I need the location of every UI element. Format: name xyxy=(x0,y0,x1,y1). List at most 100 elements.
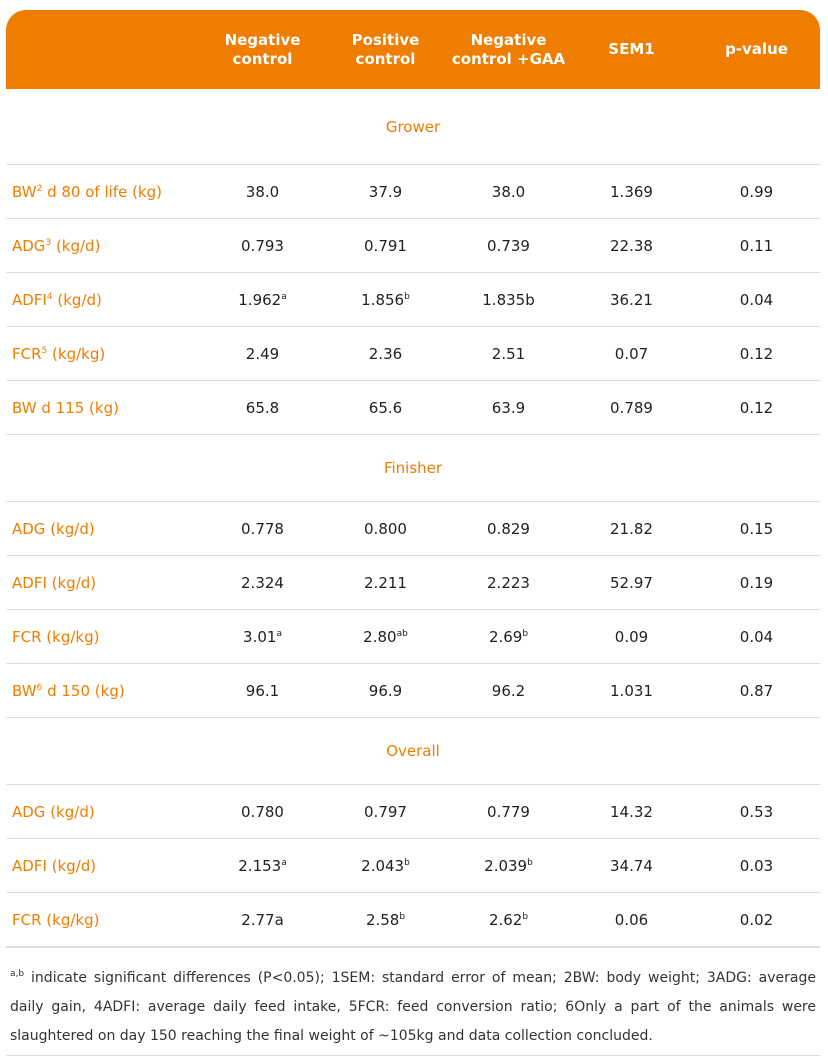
table-cell: 1.835b xyxy=(447,291,570,309)
table-cell: 0.11 xyxy=(693,237,820,255)
cell-superscript: b xyxy=(399,911,406,922)
table-cell: 0.829 xyxy=(447,520,570,538)
table-row: BW6 d 150 (kg) 96.1 96.9 96.2 1.031 0.87 xyxy=(6,664,820,718)
table-cell: 0.04 xyxy=(693,628,820,646)
cell-value: 2.51 xyxy=(491,344,526,363)
cell-value: 96.2 xyxy=(491,681,526,700)
cell-value: 2.324 xyxy=(241,573,284,592)
table-cell: 2.223 xyxy=(447,574,570,592)
results-table: Negative control Positive control Negative… xyxy=(6,10,820,1056)
table-cell: 52.97 xyxy=(570,574,693,592)
row-label: ADG (kg/d) xyxy=(6,803,201,821)
table-cell: 0.780 xyxy=(201,803,324,821)
table-body: Grower BW2 d 80 of life (kg) 38.0 37.9 38.0 1… xyxy=(6,89,820,947)
table-cell: 2.153a xyxy=(201,857,324,875)
cell-value: 0.739 xyxy=(487,236,530,255)
table-cell: 1.031 xyxy=(570,682,693,700)
table-cell: 96.9 xyxy=(324,682,447,700)
cell-value: 0.99 xyxy=(739,182,774,201)
table-cell: 0.99 xyxy=(693,183,820,201)
row-label-superscript: 5 xyxy=(41,345,48,356)
table-cell: 0.07 xyxy=(570,345,693,363)
footnote-superscript: a,b xyxy=(10,969,25,979)
cell-value: 0.15 xyxy=(739,519,774,538)
table-cell: 38.0 xyxy=(201,183,324,201)
table-cell: 3.01a xyxy=(201,628,324,646)
cell-value: 0.789 xyxy=(610,398,653,417)
cell-value: 2.039 xyxy=(484,856,528,875)
table-cell: 2.62b xyxy=(447,911,570,929)
cell-value: 0.02 xyxy=(739,910,774,929)
row-label: ADG (kg/d) xyxy=(6,520,201,538)
table-cell: 0.797 xyxy=(324,803,447,821)
cell-value: 0.829 xyxy=(487,519,530,538)
cell-superscript: b xyxy=(404,291,410,302)
table-cell: 0.791 xyxy=(324,237,447,255)
row-label-superscript: 6 xyxy=(36,682,43,693)
row-label-text: ADFI (kg/d) xyxy=(12,573,97,592)
cell-value: 0.04 xyxy=(739,290,774,309)
table-cell: 0.19 xyxy=(693,574,820,592)
table-cell: 14.32 xyxy=(570,803,693,821)
table-cell: 0.800 xyxy=(324,520,447,538)
table-cell: 1.856b xyxy=(324,291,447,309)
table-cell: 0.779 xyxy=(447,803,570,821)
cell-value: 1.962 xyxy=(238,290,282,309)
row-label-text: BW d 115 (kg) xyxy=(12,398,119,417)
cell-value: 2.77a xyxy=(241,910,284,929)
cell-superscript: b xyxy=(404,857,410,868)
cell-value: 0.800 xyxy=(364,519,407,538)
row-label: FCR (kg/kg) xyxy=(6,911,201,929)
cell-superscript: b xyxy=(522,911,529,922)
row-label-unit: (kg/d) xyxy=(52,290,102,309)
cell-value: 38.0 xyxy=(245,182,280,201)
row-label-unit: (kg/kg) xyxy=(47,344,106,363)
row-label: FCR (kg/kg) xyxy=(6,628,201,646)
table-cell: 96.2 xyxy=(447,682,570,700)
cell-superscript: a xyxy=(281,857,287,868)
cell-value: 3.01 xyxy=(243,627,277,646)
table-cell: 0.09 xyxy=(570,628,693,646)
table-cell: 2.36 xyxy=(324,345,447,363)
table-cell: 34.74 xyxy=(570,857,693,875)
cell-value: 0.09 xyxy=(614,627,649,646)
cell-value: 21.82 xyxy=(610,519,653,538)
cell-value: 65.6 xyxy=(368,398,403,417)
table-cell: 2.51 xyxy=(447,345,570,363)
table-row: ADG3 (kg/d) 0.793 0.791 0.739 22.38 0.11 xyxy=(6,219,820,273)
row-label-text: ADG xyxy=(12,236,46,255)
cell-value: 0.06 xyxy=(614,910,649,929)
row-label-superscript: 4 xyxy=(46,291,53,302)
cell-value: 0.778 xyxy=(241,519,284,538)
cell-value: 34.74 xyxy=(610,856,653,875)
row-label: ADFI4 (kg/d) xyxy=(6,291,201,309)
cell-value: 96.1 xyxy=(245,681,280,700)
cell-value: 36.21 xyxy=(610,290,653,309)
table-cell: 65.8 xyxy=(201,399,324,417)
cell-value: 0.797 xyxy=(364,802,407,821)
cell-value: 2.69 xyxy=(488,627,523,646)
cell-value: 2.58 xyxy=(365,910,400,929)
table-cell: 0.739 xyxy=(447,237,570,255)
cell-value: 1.856 xyxy=(361,290,405,309)
table-cell: 0.02 xyxy=(693,911,820,929)
header-text: Negative control +GAA xyxy=(451,30,566,68)
table-cell: 21.82 xyxy=(570,520,693,538)
table-cell: 2.58b xyxy=(324,911,447,929)
table-cell: 2.324 xyxy=(201,574,324,592)
table-row: ADFI (kg/d) 2.324 2.211 2.223 52.97 0.19 xyxy=(6,556,820,610)
table-cell: 0.06 xyxy=(570,911,693,929)
cell-value: 1.835b xyxy=(482,290,535,309)
table-cell: 22.38 xyxy=(570,237,693,255)
cell-value: 0.07 xyxy=(614,344,649,363)
cell-value: 0.780 xyxy=(241,802,284,821)
table-row: ADFI (kg/d) 2.153a 2.043b 2.039b 34.74 0.03 xyxy=(6,839,820,893)
table-cell: 0.87 xyxy=(693,682,820,700)
table-cell: 0.04 xyxy=(693,291,820,309)
footnote: a,b indicate significant differences (P<… xyxy=(6,947,820,1049)
cell-value: 0.11 xyxy=(739,236,774,255)
row-label-text: FCR (kg/kg) xyxy=(12,910,100,929)
table-cell: 2.77a xyxy=(201,911,324,929)
table-row: BW2 d 80 of life (kg) 38.0 37.9 38.0 1.369 0.… xyxy=(6,165,820,219)
cell-value: 0.779 xyxy=(487,802,530,821)
